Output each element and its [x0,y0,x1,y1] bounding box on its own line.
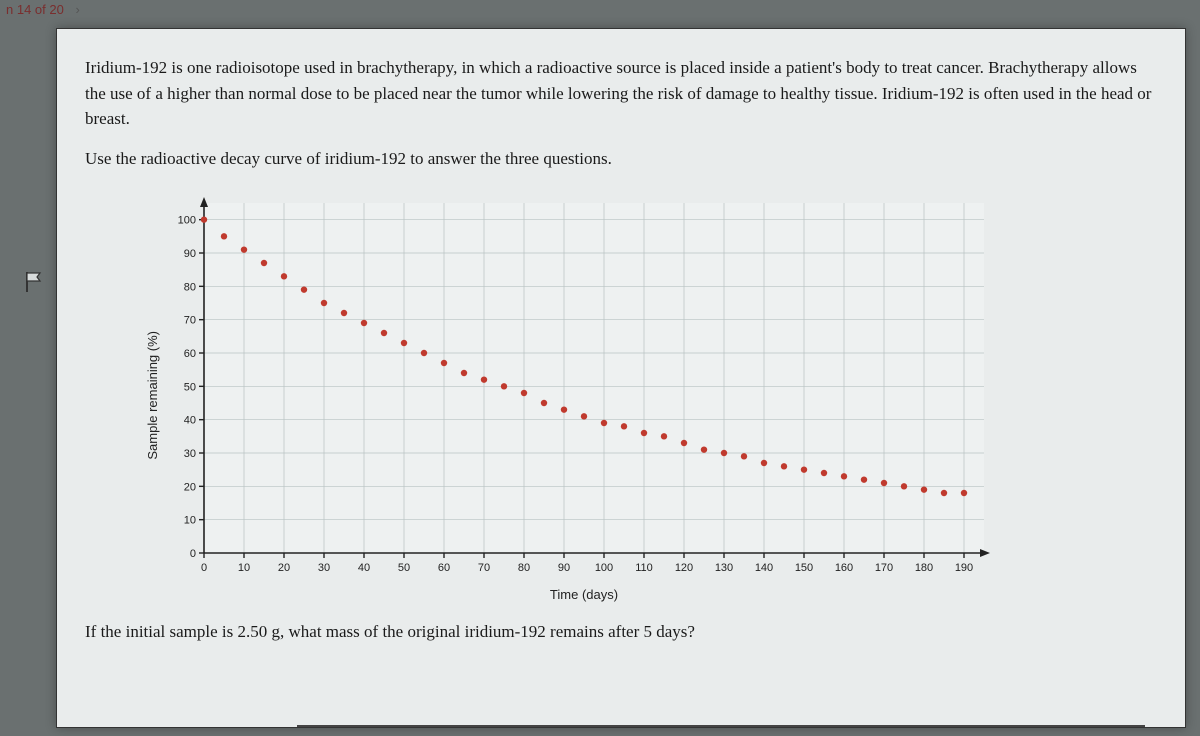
svg-text:80: 80 [184,281,196,293]
svg-text:140: 140 [755,562,773,574]
chart-area: 0 10 20 30 40 50 60 70 80 90 100 0 10 20 30 40 50 60 70 80 9… [166,189,1002,602]
svg-text:40: 40 [358,562,370,574]
svg-text:0: 0 [201,562,207,574]
svg-text:180: 180 [915,562,933,574]
svg-text:160: 160 [835,562,853,574]
svg-text:50: 50 [184,381,196,393]
svg-text:110: 110 [635,562,653,574]
flag-icon[interactable] [24,270,44,294]
svg-text:30: 30 [318,562,330,574]
svg-text:90: 90 [184,248,196,260]
svg-text:40: 40 [184,415,196,427]
svg-text:50: 50 [398,562,410,574]
svg-text:150: 150 [795,562,813,574]
intro-paragraph: Iridium-192 is one radioisotope used in … [85,55,1157,132]
svg-text:170: 170 [875,562,893,574]
svg-text:130: 130 [715,562,733,574]
svg-text:70: 70 [184,315,196,327]
svg-text:10: 10 [184,515,196,527]
page-progress: n 14 of 20 › [0,0,86,19]
svg-text:60: 60 [184,348,196,360]
decay-chart-svg: 0 10 20 30 40 50 60 70 80 90 100 0 10 20 30 40 50 60 70 80 9… [166,189,1002,583]
question-text: If the initial sample is 2.50 g, what ma… [85,622,1157,642]
question-sheet: Iridium-192 is one radioisotope used in … [56,28,1186,728]
svg-text:10: 10 [238,562,250,574]
answer-box-border [297,725,1145,727]
svg-text:90: 90 [558,562,570,574]
svg-text:190: 190 [955,562,973,574]
decay-chart: Sample remaining (%) 0 10 20 30 40 50 60 70 80 90… [145,189,1157,602]
svg-text:80: 80 [518,562,530,574]
y-axis-label: Sample remaining (%) [145,331,160,460]
svg-text:100: 100 [595,562,613,574]
next-arrow-icon[interactable]: › [75,2,79,17]
svg-text:0: 0 [190,548,196,560]
svg-text:70: 70 [478,562,490,574]
x-axis-label: Time (days) [166,587,1002,602]
prompt-paragraph: Use the radioactive decay curve of iridi… [85,146,1157,172]
svg-text:30: 30 [184,448,196,460]
svg-text:120: 120 [675,562,693,574]
svg-text:20: 20 [278,562,290,574]
svg-text:100: 100 [178,215,196,227]
svg-text:20: 20 [184,481,196,493]
svg-text:60: 60 [438,562,450,574]
progress-text: n 14 of 20 [6,2,64,17]
